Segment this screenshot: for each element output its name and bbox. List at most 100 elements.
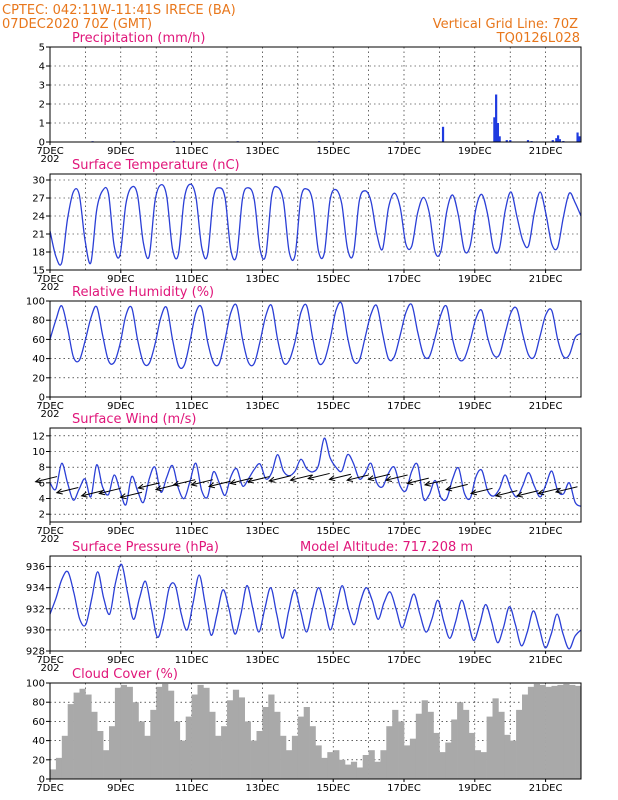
humidity-ytick-label: 60 xyxy=(32,335,45,346)
cloud-bar xyxy=(527,686,535,779)
temperature-xtick-label: 17DEC xyxy=(387,274,421,285)
cloud-bar xyxy=(575,685,582,779)
wind-arrow-shaft xyxy=(191,479,213,486)
pressure-xtick-sublabel: 202 xyxy=(40,663,59,674)
wind-arrow-shaft xyxy=(230,477,252,484)
pressure-annotation: Model Altitude: 717.208 m xyxy=(300,540,473,555)
wind-arrow-head xyxy=(55,488,63,495)
temperature-xtick-label: 7DEC xyxy=(36,274,63,285)
wind-ytick-label: 12 xyxy=(32,431,45,442)
wind-arrow-shaft xyxy=(424,479,447,486)
cloud-bar xyxy=(280,735,287,779)
wind-arrow-shaft xyxy=(347,474,369,481)
wind-arrow-head xyxy=(307,474,315,481)
cloud-bar xyxy=(510,740,517,779)
cloud-bar xyxy=(486,716,493,779)
header-code: TQ0126L028 xyxy=(496,31,580,46)
cloud-bar xyxy=(404,745,411,779)
cloud-bar xyxy=(91,711,98,779)
precipitation-xtick-sublabel: 202 xyxy=(40,154,59,165)
cloud-bar xyxy=(50,769,57,779)
wind-xtick-label: 11DEC xyxy=(175,526,209,537)
cloud-bar xyxy=(221,726,228,779)
cloud-bar xyxy=(215,735,222,779)
cloud-bar xyxy=(120,684,127,779)
cloud-bar xyxy=(368,750,375,779)
wind-arrow-shaft xyxy=(329,473,352,480)
cloud-bar xyxy=(533,683,540,779)
wind-arrow-head xyxy=(207,482,216,489)
humidity-xtick-label: 11DEC xyxy=(175,401,209,412)
wind-frame xyxy=(49,427,582,523)
precipitation-ytick-label: 5 xyxy=(39,43,45,54)
wind-arrow-head xyxy=(246,477,254,484)
precipitation-title: Precipitation (mm/h) xyxy=(72,31,205,46)
pressure-series-line xyxy=(49,563,582,650)
header-station: CPTEC: 042:11W-11:41S IRECE (BA) xyxy=(2,3,236,18)
cloud-bar xyxy=(463,709,470,779)
cloud-bar xyxy=(457,702,464,779)
cloud-bar xyxy=(268,694,275,779)
cloud-bar xyxy=(569,684,576,779)
precip-bar xyxy=(578,136,581,142)
cloud-bar xyxy=(227,700,234,779)
cloud-bar xyxy=(132,702,139,779)
cloud-bar xyxy=(61,735,68,779)
cloud-xtick-label: 17DEC xyxy=(387,783,421,794)
precip-bar xyxy=(556,135,560,142)
wind-arrow-head xyxy=(229,479,237,486)
cloud-bar xyxy=(468,732,476,779)
temperature-ytick-label: 21 xyxy=(32,230,45,241)
pressure-xtick-label: 7DEC xyxy=(36,655,63,666)
wind-arrow xyxy=(289,474,313,482)
precipitation-ytick-label: 1 xyxy=(39,119,45,130)
temperature-title: Surface Temperature (nC) xyxy=(72,158,240,173)
pressure-xtick-label: 15DEC xyxy=(316,655,350,666)
cloud-bar xyxy=(321,757,328,779)
precip-bar xyxy=(493,117,496,142)
wind-arrow-head xyxy=(190,480,198,487)
cloud-bar xyxy=(392,709,399,779)
cloud-ytick-label: 80 xyxy=(32,698,45,709)
wind-arrow-shaft xyxy=(446,483,468,491)
wind-xtick-label: 15DEC xyxy=(316,526,350,537)
cloud-bar xyxy=(185,716,192,779)
wind-arrow xyxy=(469,487,493,496)
temperature-series-line xyxy=(49,183,582,266)
wind-arrow-shaft xyxy=(81,490,104,497)
pressure-xtick-label: 9DEC xyxy=(107,655,134,666)
humidity-ytick-label: 100 xyxy=(26,297,45,308)
wind-xtick-label: 19DEC xyxy=(458,526,492,537)
wind-arrow xyxy=(367,473,390,482)
cloud-bar xyxy=(386,726,393,779)
wind-arrow xyxy=(494,490,518,498)
wind-ytick-label: 6 xyxy=(39,478,45,489)
wind-arrow-head xyxy=(119,493,127,500)
wind-arrow-head xyxy=(172,480,180,487)
cloud-bar xyxy=(85,694,92,779)
wind-arrow-shaft xyxy=(385,474,408,481)
cloud-bar xyxy=(126,686,133,779)
cloud-bar xyxy=(73,692,80,779)
temperature-xtick-label: 15DEC xyxy=(316,274,350,285)
wind-arrow-shaft xyxy=(138,482,160,489)
wind-arrow xyxy=(246,476,270,484)
cloud-bar xyxy=(557,684,564,779)
wind-arrow-shaft xyxy=(470,487,493,495)
wind-arrow xyxy=(515,490,539,498)
cloud-bar xyxy=(492,698,499,779)
cloud-bar xyxy=(238,697,245,779)
precipitation-ytick-label: 2 xyxy=(39,100,45,111)
cloud-ytick-label: 20 xyxy=(32,755,45,766)
wind-ytick-label: 8 xyxy=(39,463,45,474)
wind-arrow xyxy=(537,487,560,496)
cloud-ytick-label: 0 xyxy=(39,775,45,786)
cloud-bar xyxy=(197,684,204,779)
wind-arrow xyxy=(423,479,447,487)
wind-arrow-head xyxy=(494,491,502,498)
cloud-bar xyxy=(409,738,417,779)
humidity-title: Relative Humidity (%) xyxy=(72,285,214,300)
wind-arrow-shaft xyxy=(35,476,58,483)
wind-arrow-shaft xyxy=(99,487,121,495)
wind-arrow-shaft xyxy=(290,474,313,481)
